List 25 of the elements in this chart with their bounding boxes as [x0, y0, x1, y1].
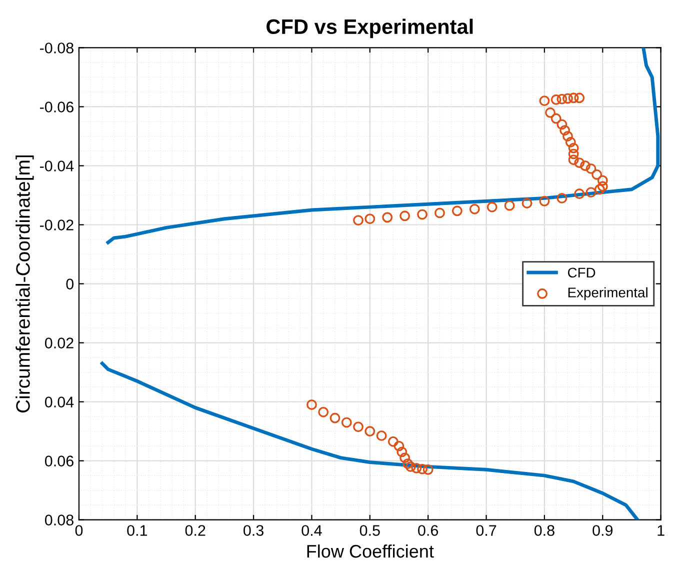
x-tick-label: 1	[658, 525, 664, 536]
x-tick-label: 0.2	[185, 525, 206, 536]
y-tick-label: -0.08	[40, 42, 74, 54]
chart-title: CFD vs Experimental	[266, 18, 473, 38]
y-axis-title: Circumferential-Coordinate[m]	[16, 155, 34, 412]
x-tick-label: 0.7	[476, 525, 496, 536]
x-tick-label: 0.6	[418, 525, 438, 536]
x-tick-label: 0.4	[302, 525, 322, 536]
x-tick-label: 0.9	[592, 525, 613, 536]
y-tick-label: 0.04	[44, 396, 74, 408]
y-tick-label: 0.08	[44, 514, 74, 526]
y-tick-label: -0.06	[40, 102, 74, 112]
y-tick-label: 0	[66, 278, 74, 290]
y-tick-label: -0.02	[40, 220, 74, 230]
y-tick-label: 0.06	[44, 456, 74, 466]
x-tick-label: 0.8	[534, 525, 554, 536]
legend-label: Experimental	[568, 287, 648, 300]
y-tick-label: -0.04	[40, 160, 74, 172]
x-tick-label: 0.5	[360, 525, 380, 536]
y-tick-label: 0.02	[44, 338, 74, 348]
x-tick-label: 0.1	[127, 525, 148, 536]
x-tick-label: 0	[75, 525, 83, 536]
x-axis-title: Flow Coefficient	[307, 544, 434, 558]
x-tick-label: 0.3	[244, 525, 264, 536]
legend-label: CFD	[568, 268, 596, 278]
